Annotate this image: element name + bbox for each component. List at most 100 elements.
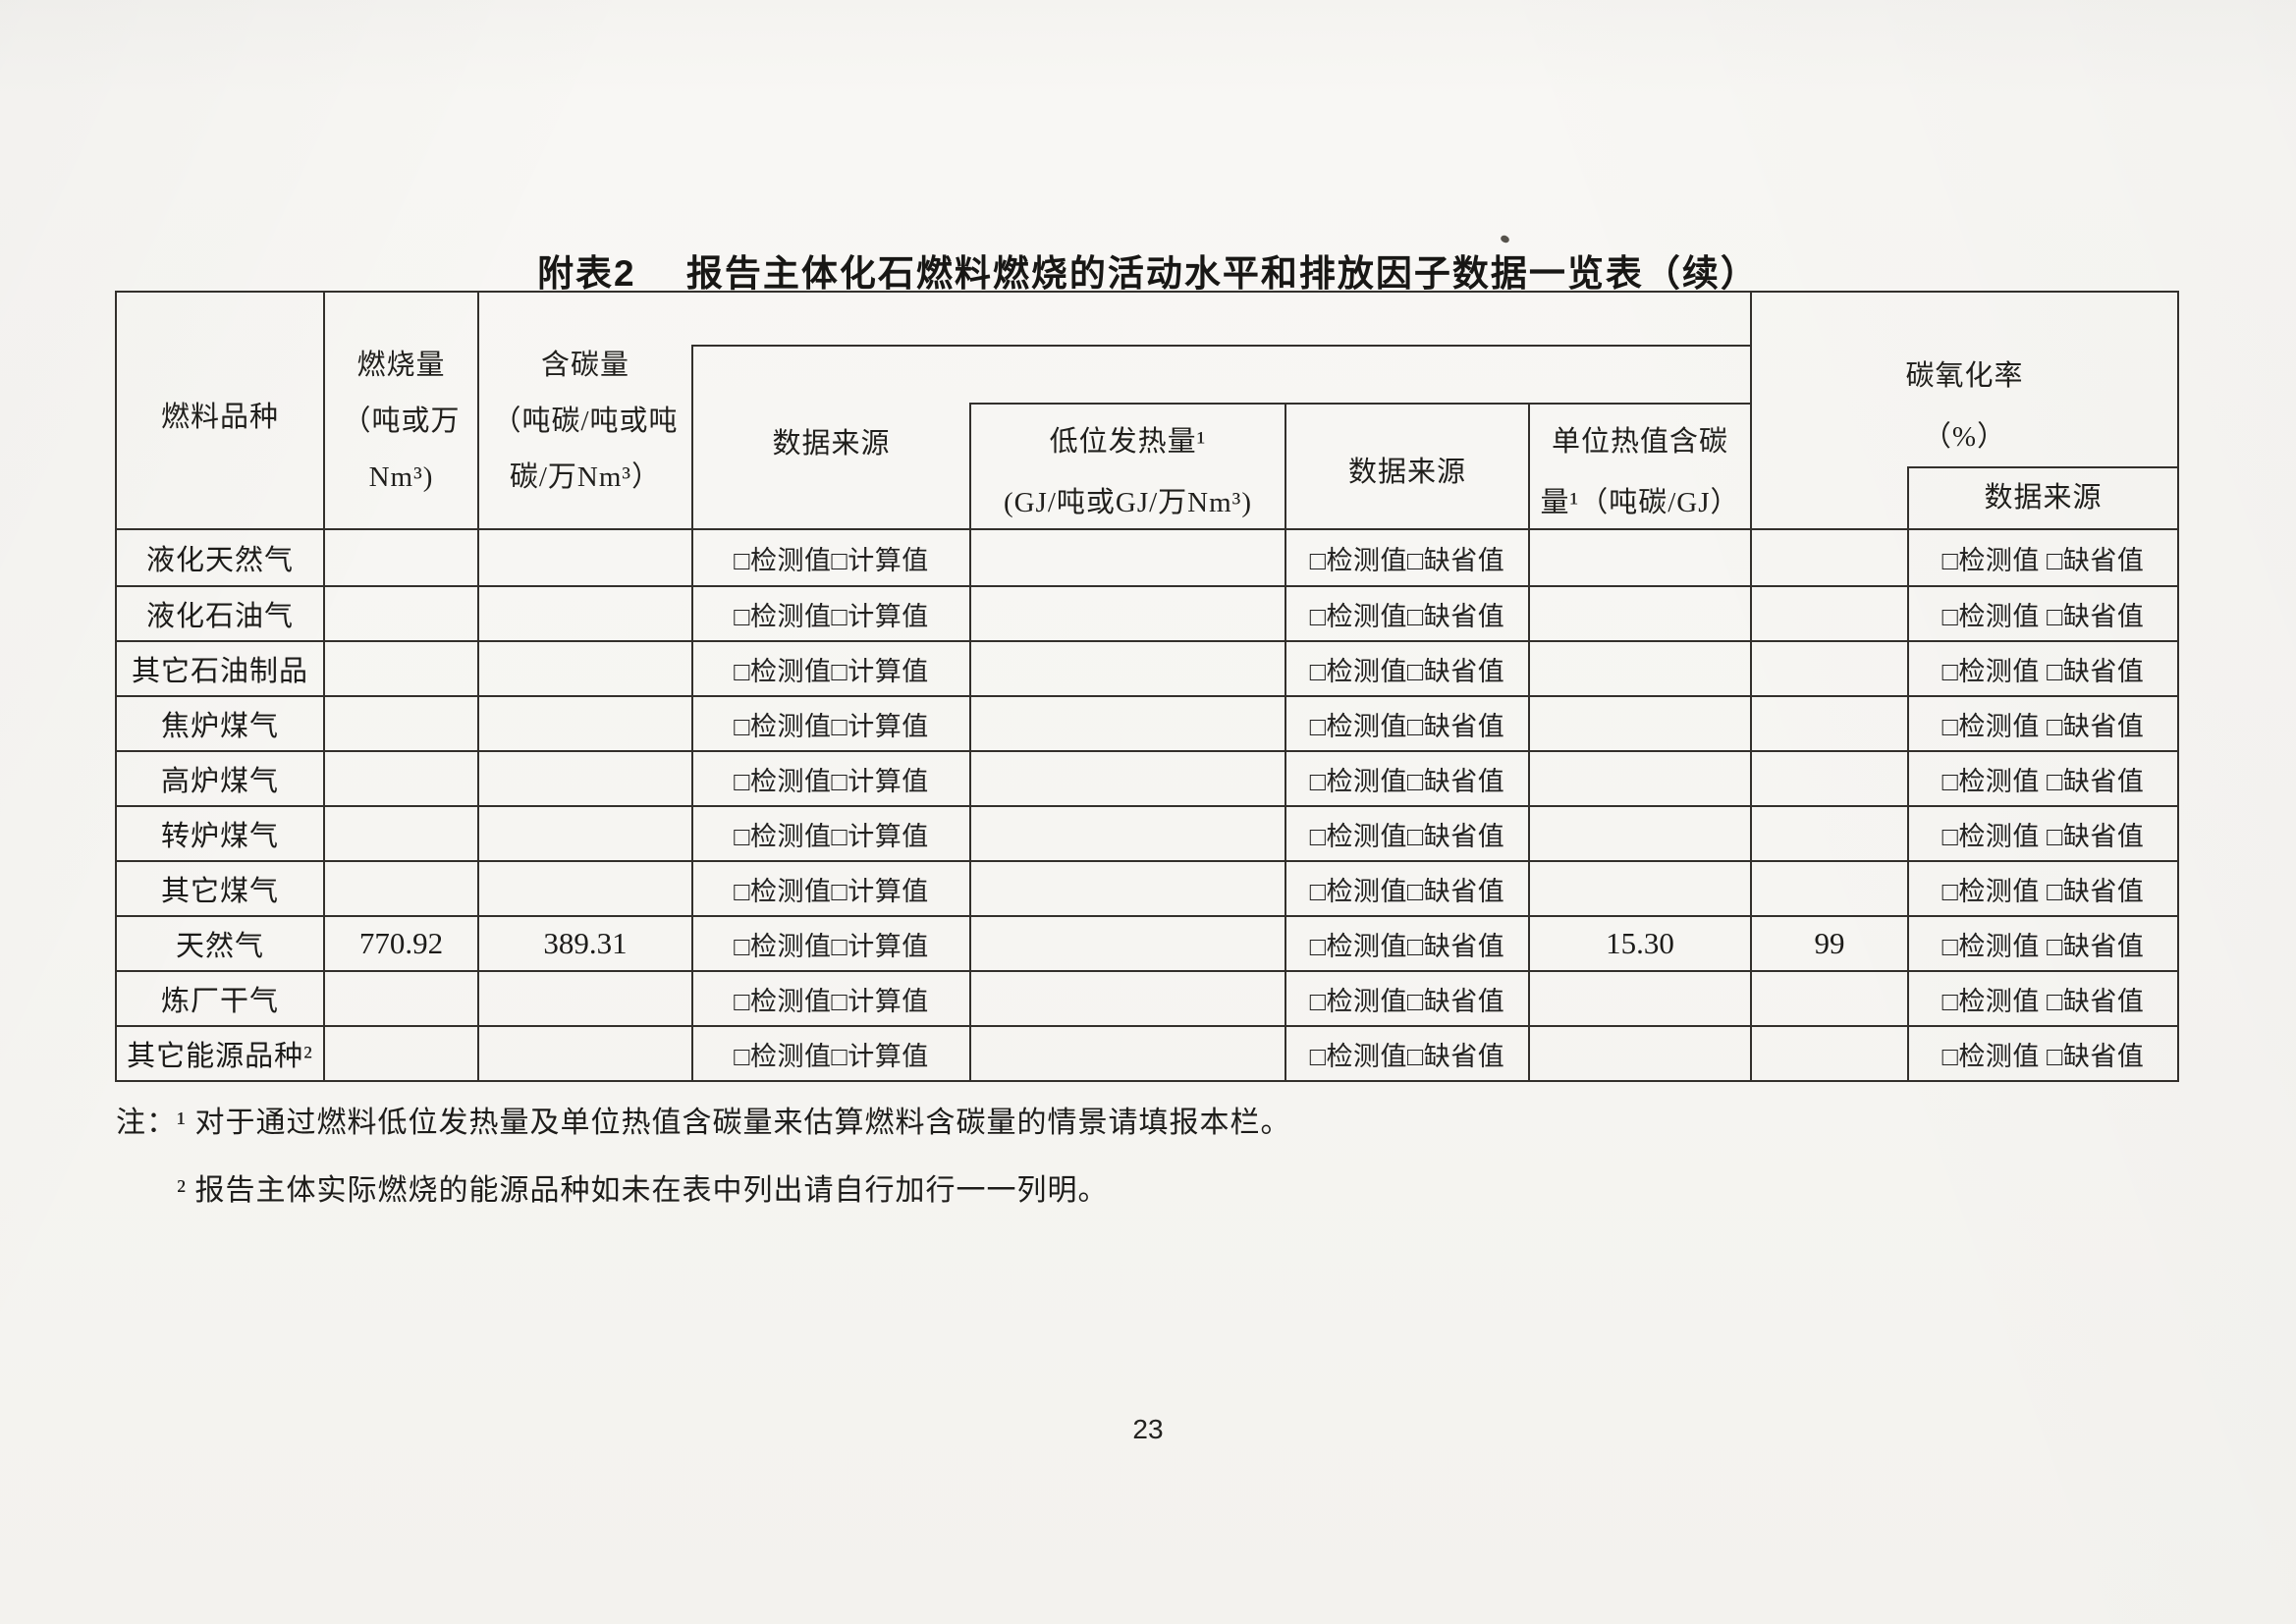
- header-gridline-v: [1907, 466, 1909, 528]
- fuel-name-cell: 焦炉煤气: [160, 711, 279, 742]
- header-label: (GJ/吨或GJ/万Nm³): [1003, 487, 1253, 518]
- ncv-value-cell: [969, 642, 1285, 695]
- header-label: 单位热值含碳: [1551, 426, 1728, 458]
- footnote-1: 注：¹ 对于通过燃料低位发热量及单位热值含碳量来估算燃料含碳量的情景请填报本栏。: [116, 1107, 1291, 1139]
- ncv-source-checkbox-cell: □检测值□缺省值: [1285, 972, 1528, 1025]
- fuel-name-cell: 高炉煤气: [160, 766, 279, 797]
- oxidation-source-checkbox-cell: □检测值 □缺省值: [1907, 530, 2177, 585]
- header-gridline-v: [1528, 403, 1530, 528]
- carbon-content-cell: [477, 972, 691, 1025]
- header-label: Nm³): [368, 460, 434, 493]
- table-row: 天然气 770.92 389.31 □检测值□计算值 □检测值□缺省值 15.30 99 □检…: [117, 915, 2177, 970]
- oxidation-rate-value-cell: [1750, 807, 1907, 860]
- header-gridline-v: [477, 293, 479, 528]
- fuel-name-cell: 其它煤气: [160, 876, 279, 907]
- carbon-per-heat-value-cell: [1528, 807, 1750, 860]
- page-title: 附表2 报告主体化石燃料燃烧的活动水平和排放因子数据一览表（续）: [537, 253, 1759, 294]
- ncv-value-cell: [969, 587, 1285, 640]
- carbon-per-heat-value-cell: [1528, 697, 1750, 750]
- carbon-content-cell: [477, 642, 691, 695]
- oxidation-rate-value-cell: [1750, 530, 1907, 585]
- header-label: 低位发热量¹: [1049, 426, 1207, 458]
- header-gridline-v: [323, 293, 325, 528]
- carbon-content-cell: [477, 862, 691, 915]
- header-label: 数据来源: [1347, 456, 1466, 488]
- col-header-burn-amount: 燃烧量 （吨或万 Nm³): [325, 314, 477, 528]
- fuel-name-cell: 其它能源品种²: [127, 1041, 313, 1072]
- ncv-value-cell: [969, 917, 1285, 970]
- oxidation-source-checkbox-cell: □检测值 □缺省值: [1907, 587, 2177, 640]
- fuel-name-cell: 液化石油气: [145, 601, 294, 632]
- carbon-per-heat-value-cell: [1528, 642, 1750, 695]
- carbon-per-heat-value-cell: [1528, 752, 1750, 805]
- oxidation-rate-value-cell: [1750, 697, 1907, 750]
- carbon-per-heat-value-cell: [1528, 530, 1750, 585]
- ncv-value-cell: [969, 530, 1285, 585]
- ncv-source-checkbox-cell: □检测值□缺省值: [1285, 697, 1528, 750]
- oxidation-source-checkbox-cell: □检测值 □缺省值: [1907, 917, 2177, 970]
- header-gridline-h: [691, 345, 1752, 347]
- carbon-content-cell: [477, 587, 691, 640]
- table-body: 液化天然气 □检测值□计算值 □检测值□缺省值 □检测值 □缺省值液化石油气 □检测值□…: [117, 530, 2177, 1080]
- ncv-source-checkbox-cell: □检测值□缺省值: [1285, 807, 1528, 860]
- carbon-content-cell: [477, 697, 691, 750]
- burn-amount-cell: [323, 807, 477, 860]
- oxidation-source-checkbox-cell: □检测值 □缺省值: [1907, 642, 2177, 695]
- carbon-source-checkbox-cell: □检测值□计算值: [691, 807, 969, 860]
- header-gridline-h: [1907, 466, 2177, 468]
- carbon-per-heat-value-cell: 15.30: [1528, 917, 1750, 970]
- burn-amount-cell: [323, 752, 477, 805]
- footnote-2: ² 报告主体实际燃烧的能源品种如未在表中列出请自行加行一一列明。: [177, 1174, 1109, 1207]
- carbon-source-checkbox-cell: □检测值□计算值: [691, 917, 969, 970]
- col-header-ncv: 低位发热量¹ (GJ/吨或GJ/万Nm³): [971, 416, 1285, 528]
- oxidation-rate-value-cell: [1750, 1027, 1907, 1080]
- oxidation-rate-value-cell: [1750, 642, 1907, 695]
- header-label: 碳/万Nm³）: [509, 460, 662, 493]
- fuel-name-cell: 炼厂干气: [160, 986, 279, 1017]
- header-label: （%）: [1922, 421, 2007, 453]
- col-header-data-source-2: 数据来源: [1286, 416, 1528, 528]
- carbon-content-cell: [477, 807, 691, 860]
- oxidation-rate-value-cell: [1750, 862, 1907, 915]
- table-row: 转炉煤气 □检测值□计算值 □检测值□缺省值 □检测值 □缺省值: [117, 805, 2177, 860]
- carbon-per-heat-value-cell: [1528, 1027, 1750, 1080]
- header-label: 数据来源: [1984, 482, 2103, 514]
- oxidation-source-checkbox-cell: □检测值 □缺省值: [1907, 807, 2177, 860]
- ncv-value-cell: [969, 862, 1285, 915]
- fuel-data-table: 燃料品种 燃烧量 （吨或万 Nm³) 含碳量 （吨碳/吨或吨 碳/万Nm³） 数…: [115, 291, 2179, 1082]
- oxidation-rate-value-cell: 99: [1750, 917, 1907, 970]
- ncv-value-cell: [969, 972, 1285, 1025]
- table-row: 液化天然气 □检测值□计算值 □检测值□缺省值 □检测值 □缺省值: [117, 530, 2177, 585]
- header-gridline-v: [1750, 293, 1752, 528]
- ncv-source-checkbox-cell: □检测值□缺省值: [1285, 752, 1528, 805]
- ncv-value-cell: [969, 697, 1285, 750]
- col-header-fuel-type: 燃料品种: [117, 306, 323, 528]
- carbon-per-heat-value-cell: [1528, 862, 1750, 915]
- ncv-value-cell: [969, 1027, 1285, 1080]
- header-label: （吨或万: [342, 405, 461, 437]
- table-row: 其它石油制品 □检测值□计算值 □检测值□缺省值 □检测值 □缺省值: [117, 640, 2177, 695]
- carbon-source-checkbox-cell: □检测值□计算值: [691, 530, 969, 585]
- burn-amount-cell: [323, 1027, 477, 1080]
- table-row: 其它能源品种² □检测值□计算值 □检测值□缺省值 □检测值 □缺省值: [117, 1025, 2177, 1080]
- burn-amount-cell: [323, 862, 477, 915]
- oxidation-source-checkbox-cell: □检测值 □缺省值: [1907, 1027, 2177, 1080]
- col-header-oxidation-rate: 碳氧化率 （%）: [1752, 344, 2177, 469]
- header-gridline-h: [969, 403, 1752, 405]
- header-label: 含碳量: [540, 349, 629, 381]
- header-label: 燃烧量: [356, 349, 446, 381]
- footnotes: 注：¹ 对于通过燃料低位发热量及单位热值含碳量来估算燃料含碳量的情景请填报本栏。…: [116, 1098, 1291, 1209]
- header-gridline-v: [691, 345, 693, 528]
- burn-amount-cell: [323, 530, 477, 585]
- carbon-source-checkbox-cell: □检测值□计算值: [691, 587, 969, 640]
- ncv-value-cell: [969, 752, 1285, 805]
- burn-amount-cell: 770.92: [323, 917, 477, 970]
- fuel-name-cell: 天然气: [175, 931, 264, 962]
- header-label: 碳氧化率: [1905, 360, 2024, 392]
- col-header-data-source-3: 数据来源: [1909, 468, 2177, 528]
- fuel-name-cell: 其它石油制品: [131, 656, 308, 687]
- table-row: 其它煤气 □检测值□计算值 □检测值□缺省值 □检测值 □缺省值: [117, 860, 2177, 915]
- carbon-content-cell: [477, 1027, 691, 1080]
- burn-amount-cell: [323, 972, 477, 1025]
- carbon-source-checkbox-cell: □检测值□计算值: [691, 862, 969, 915]
